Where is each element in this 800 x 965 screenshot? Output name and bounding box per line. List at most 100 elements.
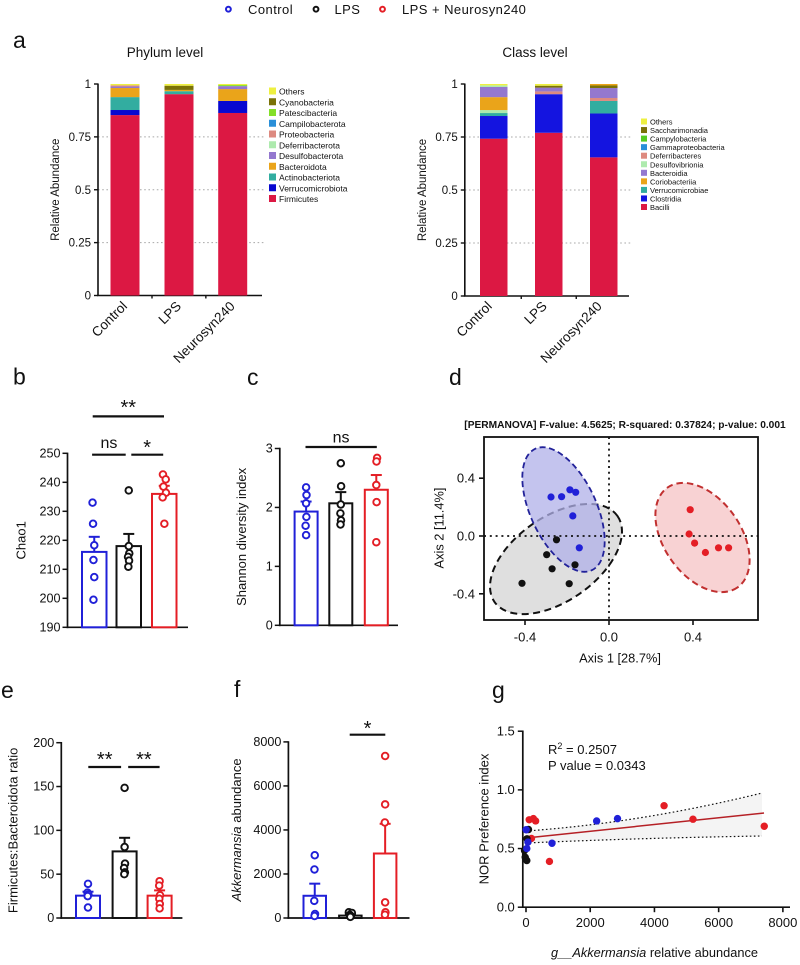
svg-text:ns: ns bbox=[100, 435, 117, 452]
svg-text:Clostridia: Clostridia bbox=[650, 194, 682, 203]
svg-text:*: * bbox=[143, 437, 151, 459]
svg-text:Cyanobacteria: Cyanobacteria bbox=[279, 97, 334, 107]
svg-text:R2 = 0.2507: R2 = 0.2507 bbox=[548, 741, 617, 757]
svg-text:8000: 8000 bbox=[768, 915, 797, 930]
svg-text:8000: 8000 bbox=[253, 735, 281, 749]
svg-text:Relative Abundance: Relative Abundance bbox=[50, 139, 62, 241]
svg-text:LPS + Neurosyn240: LPS + Neurosyn240 bbox=[402, 2, 526, 17]
svg-text:e: e bbox=[1, 677, 14, 703]
svg-text:250: 250 bbox=[39, 447, 60, 461]
svg-text:230: 230 bbox=[39, 505, 60, 519]
svg-text:200: 200 bbox=[33, 736, 54, 750]
svg-text:Control: Control bbox=[248, 2, 293, 17]
svg-text:Bacilli: Bacilli bbox=[650, 203, 670, 212]
svg-text:Axis 1 [28.7%]: Axis 1 [28.7%] bbox=[579, 651, 661, 666]
svg-text:Firmicutes: Firmicutes bbox=[279, 194, 318, 204]
svg-text:Shannon diversity index: Shannon diversity index bbox=[234, 467, 249, 606]
svg-text:Deferribacterota: Deferribacterota bbox=[279, 140, 340, 150]
svg-text:0: 0 bbox=[47, 911, 54, 925]
svg-text:Patescibacteria: Patescibacteria bbox=[279, 108, 337, 118]
svg-text:g: g bbox=[492, 677, 505, 703]
svg-text:Campylobacteria: Campylobacteria bbox=[650, 135, 707, 144]
svg-text:0.0: 0.0 bbox=[600, 630, 618, 645]
svg-text:4000: 4000 bbox=[640, 915, 669, 930]
svg-text:0.25: 0.25 bbox=[69, 238, 91, 250]
svg-text:210: 210 bbox=[39, 563, 60, 577]
svg-text:g__Akkermansia relative abunda: g__Akkermansia relative abundance bbox=[551, 945, 758, 960]
svg-text:Proteobacteria: Proteobacteria bbox=[279, 130, 335, 140]
svg-text:Gammaproteobacteria: Gammaproteobacteria bbox=[650, 143, 725, 152]
svg-text:P value = 0.0343: P value = 0.0343 bbox=[548, 758, 646, 773]
svg-text:Desulfobacterota: Desulfobacterota bbox=[279, 151, 344, 161]
svg-text:2000: 2000 bbox=[576, 915, 605, 930]
svg-text:190: 190 bbox=[39, 621, 60, 635]
svg-text:3: 3 bbox=[266, 442, 273, 456]
svg-text:**: ** bbox=[136, 749, 152, 771]
svg-text:f: f bbox=[234, 676, 241, 702]
svg-text:200: 200 bbox=[39, 592, 60, 606]
svg-text:1.5: 1.5 bbox=[497, 723, 515, 738]
svg-text:50: 50 bbox=[40, 867, 54, 881]
svg-text:0.75: 0.75 bbox=[435, 132, 457, 144]
svg-text:Coriobacteriia: Coriobacteriia bbox=[650, 177, 697, 186]
svg-text:6000: 6000 bbox=[704, 915, 733, 930]
svg-text:Firmicutes:Bacteroidota ratio: Firmicutes:Bacteroidota ratio bbox=[6, 748, 21, 913]
svg-text:1: 1 bbox=[85, 79, 91, 91]
svg-text:240: 240 bbox=[39, 476, 60, 490]
svg-text:220: 220 bbox=[39, 534, 60, 548]
svg-text:**: ** bbox=[97, 749, 113, 771]
svg-text:Bacteroidia: Bacteroidia bbox=[650, 169, 688, 178]
svg-text:NOR Preference index: NOR Preference index bbox=[477, 753, 492, 884]
svg-text:Chao1: Chao1 bbox=[14, 521, 29, 559]
svg-text:2000: 2000 bbox=[253, 867, 281, 881]
svg-text:*: * bbox=[364, 718, 372, 740]
svg-text:c: c bbox=[247, 364, 259, 390]
svg-text:Campilobacterota: Campilobacterota bbox=[279, 119, 346, 129]
svg-text:-0.4: -0.4 bbox=[453, 586, 475, 601]
svg-text:0.25: 0.25 bbox=[435, 238, 457, 250]
svg-text:Class level: Class level bbox=[502, 45, 567, 60]
svg-text:1: 1 bbox=[266, 560, 273, 574]
svg-text:-0.4: -0.4 bbox=[514, 630, 536, 645]
svg-text:0.5: 0.5 bbox=[497, 841, 515, 856]
svg-text:Phylum level: Phylum level bbox=[127, 45, 204, 60]
svg-text:d: d bbox=[449, 364, 462, 390]
svg-text:0.0: 0.0 bbox=[457, 529, 475, 544]
svg-text:Others: Others bbox=[279, 87, 305, 97]
svg-text:0.75: 0.75 bbox=[69, 132, 91, 144]
svg-text:Verrucomicrobiae: Verrucomicrobiae bbox=[650, 186, 708, 195]
svg-text:**: ** bbox=[121, 397, 137, 419]
svg-text:1.0: 1.0 bbox=[497, 782, 515, 797]
svg-text:0: 0 bbox=[85, 291, 91, 303]
svg-text:0.0: 0.0 bbox=[497, 899, 515, 914]
svg-text:0.4: 0.4 bbox=[457, 471, 475, 486]
svg-text:[PERMANOVA] F-value: 4.5625; R: [PERMANOVA] F-value: 4.5625; R-squared: … bbox=[464, 420, 786, 431]
svg-text:0.4: 0.4 bbox=[684, 630, 702, 645]
svg-text:100: 100 bbox=[33, 824, 54, 838]
svg-text:ns: ns bbox=[333, 430, 350, 447]
svg-text:Bacteroidota: Bacteroidota bbox=[279, 162, 327, 172]
svg-text:0: 0 bbox=[451, 291, 457, 303]
svg-text:0: 0 bbox=[522, 915, 529, 930]
svg-text:1: 1 bbox=[451, 79, 457, 91]
svg-text:Axis 2 [11.4%]: Axis 2 [11.4%] bbox=[432, 488, 447, 569]
svg-text:Relative Abundance: Relative Abundance bbox=[417, 139, 429, 241]
svg-text:Desulfovibrionia: Desulfovibrionia bbox=[650, 160, 704, 169]
svg-text:0.5: 0.5 bbox=[442, 185, 458, 197]
svg-text:Deferribacteres: Deferribacteres bbox=[650, 152, 702, 161]
svg-text:Verrucomicrobiota: Verrucomicrobiota bbox=[279, 183, 348, 193]
svg-text:0.5: 0.5 bbox=[75, 185, 91, 197]
svg-text:Akkermansia abundance: Akkermansia abundance bbox=[229, 758, 244, 902]
svg-text:2: 2 bbox=[266, 501, 273, 515]
svg-text:Saccharimonadia: Saccharimonadia bbox=[650, 126, 709, 135]
svg-text:Others: Others bbox=[650, 118, 673, 127]
svg-text:150: 150 bbox=[33, 780, 54, 794]
svg-text:b: b bbox=[13, 364, 26, 390]
svg-text:Actinobacteriota: Actinobacteriota bbox=[279, 173, 340, 183]
svg-text:0: 0 bbox=[266, 619, 273, 633]
svg-text:LPS: LPS bbox=[335, 2, 361, 17]
svg-text:6000: 6000 bbox=[253, 779, 281, 793]
svg-text:a: a bbox=[13, 27, 26, 53]
svg-text:4000: 4000 bbox=[253, 823, 281, 837]
svg-text:0: 0 bbox=[274, 911, 281, 925]
